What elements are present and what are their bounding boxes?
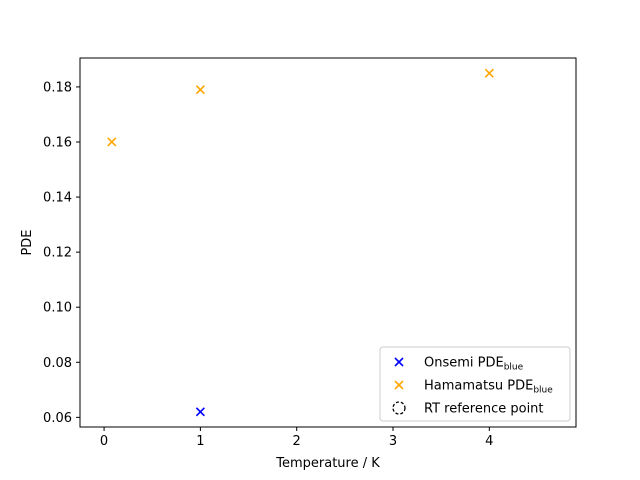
legend-marker	[394, 357, 404, 367]
y-tick-label: 0.16	[43, 135, 72, 150]
data-point-stroke	[195, 85, 205, 95]
x-tick-label: 3	[389, 434, 397, 449]
axes-frame	[79, 57, 577, 428]
legend-entry-label: RT reference point	[424, 402, 544, 417]
legend-entry-label: Hamamatsu PDEblue	[424, 379, 553, 396]
x-tick-label: 4	[485, 434, 493, 449]
axes: 0 1 2 3 4 0.06 0.08 0.10 0.12 0.14 0.16 0.18	[43, 57, 577, 449]
y-tick-label: 0.12	[43, 246, 72, 261]
y-tick-label: 0.06	[43, 411, 72, 426]
legend-marker-stroke	[394, 357, 404, 367]
legend-marker-stroke	[394, 380, 404, 390]
data-point-stroke	[484, 68, 494, 78]
x-tick-label: 0	[100, 434, 108, 449]
legend-entry-subscript: blue	[533, 386, 553, 396]
x-tick-label: 2	[293, 434, 301, 449]
y-axis-label: PDE	[20, 229, 35, 255]
y-tick-label: 0.18	[43, 80, 72, 95]
legend-marker	[394, 380, 404, 390]
legend-entry-subscript: blue	[504, 363, 524, 373]
legend-marker	[392, 401, 406, 415]
plot-area	[107, 68, 494, 417]
legend-box	[379, 346, 571, 422]
data-point	[195, 407, 205, 417]
legend: Onsemi PDEblue Hamamatsu PDEblue RT refere…	[379, 346, 571, 422]
data-point-stroke	[107, 137, 117, 147]
y-tick-label: 0.10	[43, 301, 72, 316]
x-axis-label: Temperature / K	[275, 456, 380, 471]
y-tick-label: 0.08	[43, 356, 72, 371]
y-tick-label: 0.14	[43, 191, 72, 206]
data-point-stroke	[195, 407, 205, 417]
data-point	[195, 85, 205, 95]
data-point	[107, 137, 117, 147]
legend-entry-label: Onsemi PDEblue	[424, 356, 524, 373]
x-tick-label: 1	[196, 434, 204, 449]
data-point	[484, 68, 494, 78]
